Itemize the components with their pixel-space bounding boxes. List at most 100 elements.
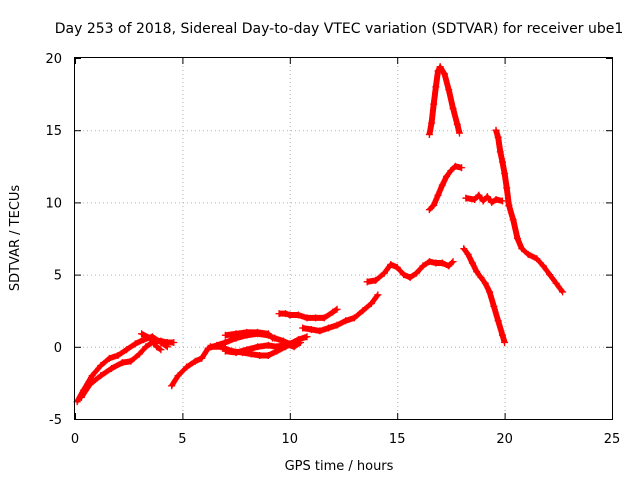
data-point — [183, 363, 191, 371]
data-point — [445, 86, 453, 94]
data-point — [400, 271, 408, 279]
axis-ticks: 0 5 10 15 20 25 -5 0 5 10 15 20 — [45, 52, 620, 447]
data-point — [372, 276, 380, 284]
data-point — [294, 311, 302, 319]
data-point — [303, 333, 311, 341]
data-point — [453, 120, 461, 128]
data-point — [436, 63, 444, 71]
data-point — [206, 343, 214, 351]
data-point — [264, 341, 272, 349]
data-point — [432, 83, 440, 91]
data-point — [425, 206, 433, 214]
data-point — [419, 262, 427, 270]
x-axis-label: GPS time / hours — [285, 459, 394, 474]
x-tick-label: 10 — [282, 432, 299, 447]
data-point — [146, 334, 154, 342]
series-track — [460, 245, 508, 345]
data-point — [118, 359, 126, 367]
data-point — [451, 162, 459, 170]
data-point — [108, 364, 116, 372]
data-point — [221, 338, 229, 346]
data-point — [503, 184, 511, 192]
data-point — [438, 259, 446, 267]
data-point — [329, 308, 337, 316]
data-point — [217, 343, 225, 351]
data-point — [254, 343, 262, 351]
data-points — [73, 63, 567, 406]
data-point — [498, 158, 506, 166]
data-point — [157, 337, 165, 345]
data-point — [430, 100, 438, 108]
data-point — [447, 167, 455, 175]
data-point — [170, 338, 178, 346]
data-point — [488, 198, 496, 206]
data-point — [413, 269, 421, 277]
data-point — [157, 346, 165, 354]
data-point — [174, 372, 182, 380]
data-point — [486, 288, 494, 296]
data-point — [254, 328, 262, 336]
data-point — [363, 278, 371, 286]
data-point — [513, 235, 521, 242]
data-point — [483, 193, 491, 201]
data-point — [286, 311, 294, 319]
data-point — [114, 351, 122, 359]
data-point — [559, 288, 567, 296]
x-tick-label: 20 — [496, 432, 513, 447]
data-point — [342, 317, 350, 325]
data-point — [471, 196, 479, 204]
data-point — [232, 330, 240, 338]
y-tick-label: 0 — [54, 341, 62, 356]
y-tick-label: 10 — [45, 196, 62, 211]
data-point — [333, 321, 341, 329]
data-point — [481, 279, 489, 287]
data-point — [425, 131, 433, 139]
data-point — [243, 328, 251, 336]
data-point — [501, 170, 509, 178]
data-point — [297, 338, 305, 346]
data-point — [432, 259, 440, 267]
data-point — [290, 343, 298, 351]
data-point — [282, 310, 290, 318]
plot-frame — [74, 57, 613, 420]
data-point — [546, 271, 554, 279]
data-point — [97, 372, 105, 380]
data-point — [256, 351, 264, 359]
data-point — [494, 133, 502, 141]
data-point — [438, 181, 446, 189]
data-point — [307, 325, 315, 333]
data-point — [460, 245, 468, 253]
data-point — [494, 317, 502, 325]
data-point — [380, 269, 388, 277]
data-point — [552, 279, 560, 287]
data-point — [374, 291, 382, 299]
x-tick-label: 0 — [71, 432, 79, 447]
data-point — [324, 324, 332, 332]
data-point — [333, 305, 341, 313]
x-tick-label: 25 — [604, 432, 621, 447]
data-point — [475, 191, 483, 199]
data-point — [425, 258, 433, 266]
data-point — [490, 302, 498, 310]
data-point — [275, 310, 283, 318]
data-point — [496, 148, 504, 156]
data-point — [434, 191, 442, 199]
data-point — [509, 216, 517, 224]
data-point — [505, 201, 513, 209]
gridlines — [75, 58, 612, 419]
data-point — [316, 327, 324, 335]
data-point — [492, 126, 500, 134]
data-point — [131, 340, 139, 348]
data-point — [221, 347, 229, 355]
data-point — [458, 164, 466, 172]
data-point — [232, 349, 240, 357]
data-point — [443, 172, 451, 180]
data-point — [367, 299, 375, 307]
data-point — [269, 334, 277, 342]
data-point — [243, 346, 251, 354]
chart-title: Day 253 of 2018, Sidereal Day-to-day VTE… — [55, 21, 624, 37]
data-point — [359, 307, 367, 315]
data-point — [135, 350, 143, 358]
data-point — [303, 314, 311, 322]
